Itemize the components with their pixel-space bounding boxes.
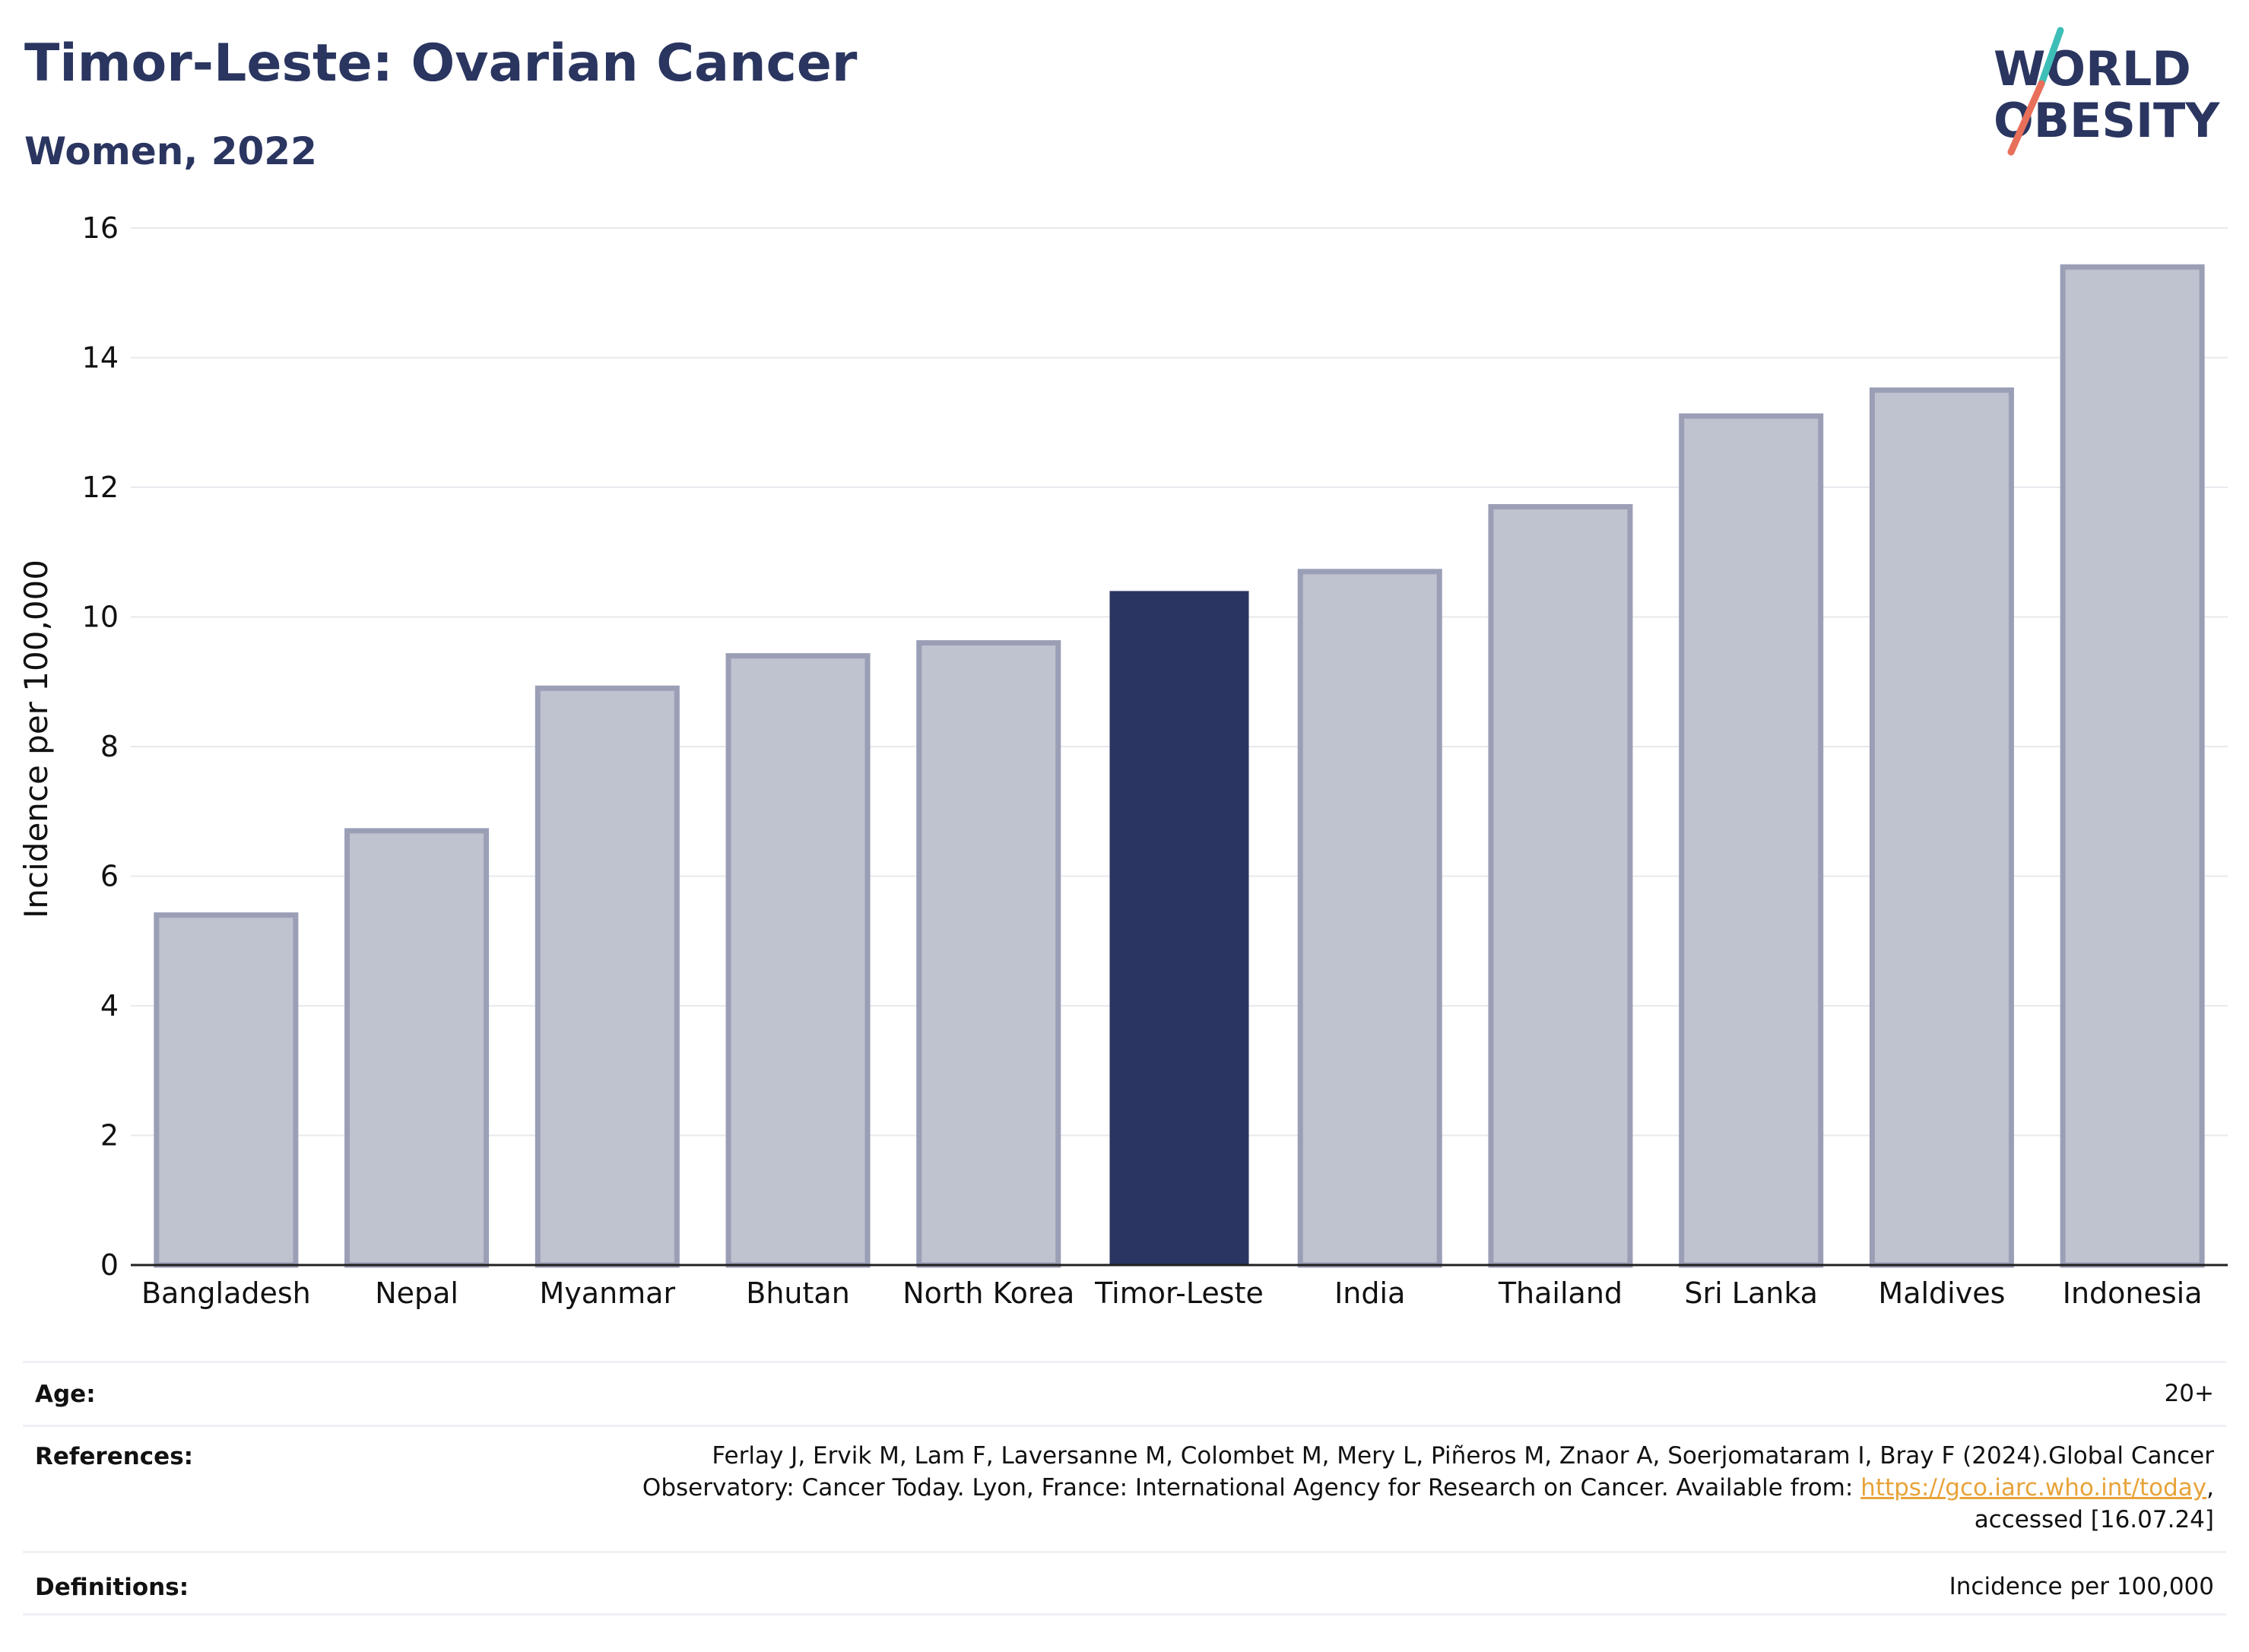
references-label: References: — [35, 1443, 194, 1470]
references-line2-prefix: Observatory: Cancer Today. Lyon, France:… — [642, 1474, 1861, 1501]
x-tick-label-bangladesh: Bangladesh — [141, 1276, 311, 1310]
x-tick-label-thailand: Thailand — [1498, 1276, 1623, 1310]
age-label: Age: — [35, 1381, 96, 1408]
bar-bangladesh — [154, 912, 299, 1268]
info-divider-top — [23, 1361, 2226, 1363]
age-value: 20+ — [2164, 1380, 2214, 1407]
y-tick-label: 16 — [82, 211, 119, 245]
logo-slash-lower — [2007, 80, 2045, 156]
x-tick-labels: Bangladesh Nepal Myanmar Bhutan North Korea T… — [141, 1276, 2203, 1310]
y-tick-label: 12 — [82, 471, 119, 504]
world-obesity-logo: WORLD OBESITY — [1994, 27, 2220, 156]
references-line2-suffix: , — [2206, 1474, 2214, 1501]
logo-line1: WORLD — [1994, 41, 2191, 97]
y-tick-label: 6 — [100, 860, 119, 893]
y-tick-label: 2 — [100, 1119, 119, 1153]
bar-north-korea — [916, 640, 1061, 1268]
logo-slash-upper — [2038, 27, 2064, 87]
bars — [154, 264, 2205, 1268]
x-tick-label-sri-lanka: Sri Lanka — [1684, 1276, 1818, 1310]
x-tick-label-indonesia: Indonesia — [2063, 1276, 2203, 1310]
x-tick-label-nepal: Nepal — [375, 1276, 458, 1310]
x-tick-label-maldives: Maldives — [1878, 1276, 2005, 1310]
definitions-label: Definitions: — [35, 1574, 189, 1601]
y-tick-label: 4 — [100, 989, 119, 1023]
y-tick-label: 14 — [82, 341, 119, 375]
bar-maldives — [1869, 387, 2014, 1268]
info-divider-definitions — [23, 1551, 2226, 1553]
y-tick-label: 8 — [100, 730, 119, 763]
info-divider-bottom — [23, 1613, 2226, 1616]
bar-sri-lanka — [1679, 413, 1824, 1268]
references-link[interactable]: https://gco.iarc.who.int/today — [1860, 1474, 2207, 1501]
info-divider-references — [23, 1425, 2226, 1427]
bar-bhutan — [725, 653, 871, 1268]
references-line3: accessed [16.07.24] — [1974, 1506, 2214, 1533]
definitions-value: Incidence per 100,000 — [1949, 1573, 2214, 1600]
x-tick-label-bhutan: Bhutan — [746, 1276, 850, 1310]
bar-nepal — [344, 828, 490, 1268]
x-tick-label-india: India — [1334, 1276, 1405, 1310]
x-tick-label-timor-leste: Timor-Leste — [1094, 1276, 1264, 1310]
y-tick-label: 10 — [82, 601, 119, 634]
references-line1: Ferlay J, Ervik M, Lam F, Laversanne M, … — [712, 1442, 2214, 1470]
bar-thailand — [1488, 504, 1633, 1268]
bar-myanmar — [534, 685, 680, 1268]
y-axis-label: Incidence per 100,000 — [17, 560, 55, 918]
bar-india — [1297, 569, 1442, 1268]
y-tick-labels: 0 2 4 6 8 10 12 14 16 — [82, 211, 119, 1282]
bar-chart: 0 2 4 6 8 10 12 14 16 Bangladesh Nepal Myanmar Bhut… — [17, 211, 2228, 1310]
chart-subtitle: Women, 2022 — [24, 129, 317, 173]
bar-timor-leste — [1109, 591, 1249, 1265]
x-tick-label-myanmar: Myanmar — [540, 1276, 676, 1310]
bar-indonesia — [2060, 264, 2205, 1268]
chart-title: Timor-Leste: Ovarian Cancer — [24, 33, 858, 94]
references-value: Ferlay J, Ervik M, Lam F, Laversanne M, … — [642, 1440, 2214, 1536]
references-line2: Observatory: Cancer Today. Lyon, France:… — [642, 1472, 2214, 1504]
x-tick-label-north-korea: North Korea — [902, 1276, 1074, 1310]
y-tick-label: 0 — [100, 1248, 119, 1282]
